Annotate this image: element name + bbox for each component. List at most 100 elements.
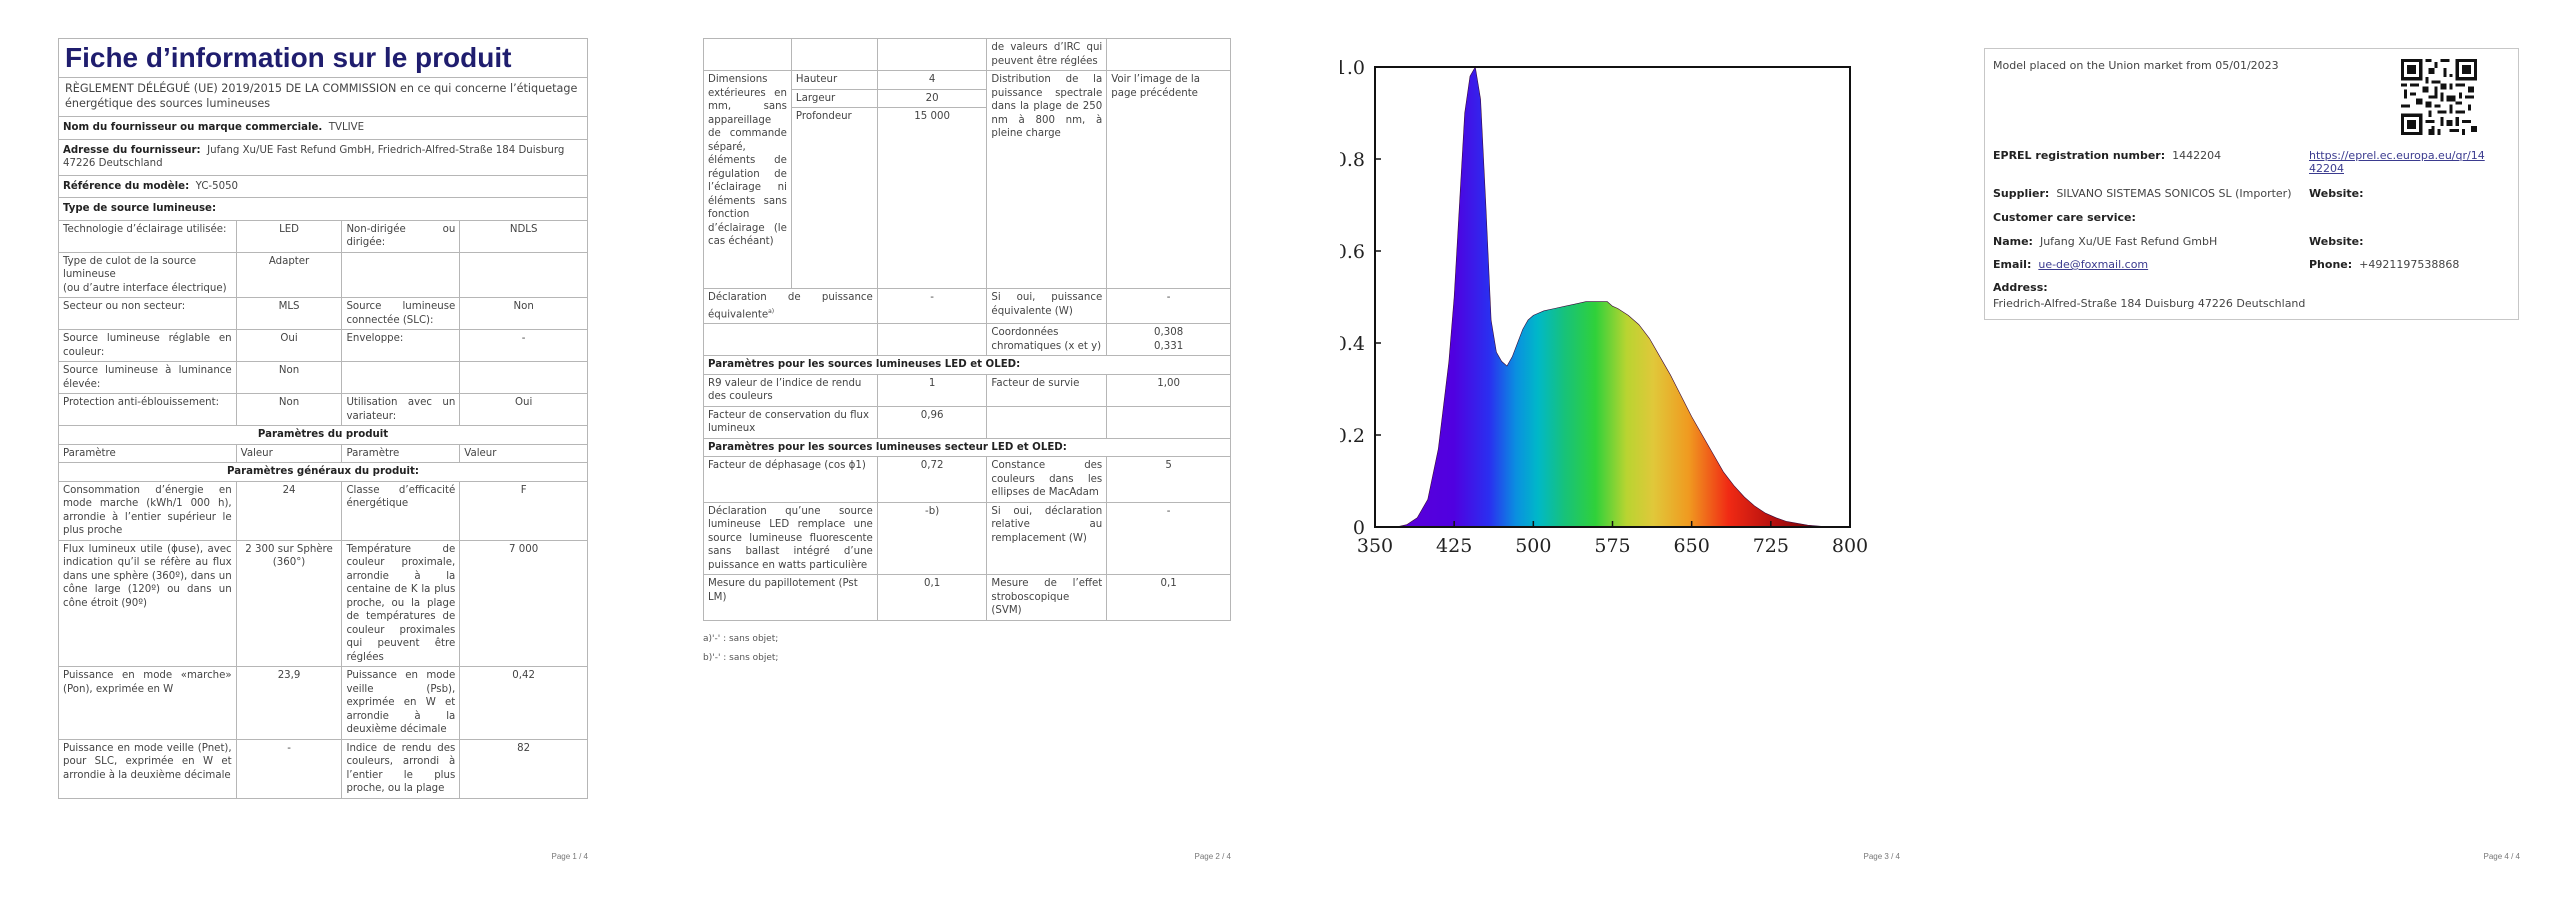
- dimmer-value: Oui: [459, 393, 588, 426]
- glare-label: Protection anti-éblouissement:: [58, 393, 237, 426]
- address-label: Address:: [1993, 281, 2048, 294]
- replace-value: -b): [876, 501, 988, 576]
- luminance-label: Source lumineuse à luminance élevée:: [58, 361, 237, 394]
- page-title: Fiche d’information sur le produit: [58, 38, 588, 78]
- market-date: Model placed on the Union market from 05…: [1993, 59, 2279, 72]
- r9-label: R9 valeur de l’indice de rendu des coule…: [703, 373, 878, 407]
- cri-cont: de valeurs d’IRC qui peuvent être réglée…: [986, 38, 1108, 71]
- colour-value: Oui: [235, 329, 343, 362]
- empty-cell: [1106, 405, 1231, 439]
- y-axis: 0 0.2 0.4 0.6 0.8 1.0: [1340, 57, 1381, 539]
- page-number: Page 1 / 4: [551, 852, 588, 861]
- x-tick-label: 800: [1832, 535, 1868, 557]
- product-info-table: Fiche d’information sur le produit RÈGLE…: [58, 38, 588, 799]
- pon-value: 23,9: [235, 666, 343, 740]
- tech-value: LED: [235, 219, 343, 253]
- page-4: Model placed on the Union market from 05…: [1984, 0, 2520, 905]
- empty-cell: [876, 38, 988, 71]
- empty-cell: [703, 38, 792, 71]
- footnote-a: a)'-' : sans objet;: [703, 634, 779, 644]
- qr-code-icon: [2401, 59, 2477, 135]
- pf-value: 0,72: [876, 456, 988, 503]
- spectrum-area: [1375, 66, 1850, 528]
- x-tick-label: 725: [1753, 535, 1789, 557]
- phone-label: Phone:: [2309, 258, 2353, 271]
- pst-label: Mesure du papillotement (Pst LM): [703, 574, 878, 621]
- supplier-value: TVLIVE: [328, 122, 365, 133]
- y-tick-label: 0.6: [1340, 241, 1365, 263]
- eprel-link-line1[interactable]: https://eprel.ec.europa.eu/qr/14: [2309, 149, 2485, 162]
- macadam-label: Constance des couleurs dans les ellipses…: [986, 456, 1108, 503]
- flux-label: Flux lumineux utile (ɸuse), avec indicat…: [58, 539, 237, 667]
- address-value: Friedrich-Alfred-Straße 184 Duisburg 472…: [1993, 297, 2306, 310]
- equiv-label-text: Déclaration de puissance équivalente: [708, 292, 873, 320]
- chroma-value: 0,308 0,331: [1106, 323, 1231, 357]
- col-value: Valeur: [235, 443, 343, 463]
- empty-cell: [1106, 38, 1231, 71]
- flux-value: 2 300 sur Sphère (360°): [235, 539, 343, 667]
- chroma-y: 0,331: [1154, 340, 1184, 352]
- pnet-label: Puissance en mode veille (Pnet), pour SL…: [58, 738, 237, 799]
- class-value: F: [459, 480, 588, 541]
- page-1: Fiche d’information sur le produit RÈGLE…: [58, 0, 588, 905]
- cap-label: Type de culot de la source lumineuse (ou …: [58, 251, 237, 298]
- supplier-value: SILVANO SISTEMAS SONICOS SL (Importer): [2056, 187, 2292, 200]
- page-number: Page 3 / 4: [1863, 852, 1900, 861]
- eprel-value: 1442204: [2172, 149, 2222, 162]
- dims-label: Dimensions extérieures en mm, sans appar…: [703, 70, 792, 289]
- maint-value: 0,96: [876, 405, 988, 439]
- pf-label: Facteur de déphasage (cos ϕ1): [703, 456, 878, 503]
- equiv-value: -: [876, 287, 988, 325]
- replace-w-label: Si oui, déclaration relative au remplace…: [986, 501, 1108, 576]
- email-row: Email: ue-de@foxmail.com: [1993, 258, 2148, 271]
- footnote-b: b)'-' : sans objet;: [703, 653, 779, 663]
- pst-value: 0,1: [876, 574, 988, 621]
- address-row: Adresse du fournisseur: Jufang Xu/UE Fas…: [58, 138, 588, 176]
- slc-value: Non: [459, 297, 588, 330]
- empty-cell: [703, 323, 878, 357]
- x-tick-label: 350: [1357, 535, 1393, 557]
- psb-label: Puissance en mode veille (Psb), exprimée…: [341, 666, 461, 740]
- spectrum-chart: 350 425 500 575 650 725 800 0 0.2 0.4 0.6 0.8 1.0: [1340, 57, 1868, 557]
- x-tick-label: 575: [1594, 535, 1630, 557]
- energy-label: Consommation d’énergie en mode marche (k…: [58, 480, 237, 541]
- model-label: Référence du modèle:: [63, 180, 190, 192]
- tech-label: Technologie d’éclairage utilisée:: [58, 219, 237, 253]
- product-info-table-2: de valeurs d’IRC qui peuvent être réglée…: [703, 38, 1231, 621]
- plot-area: 350 425 500 575 650 725 800 0 0.2 0.4 0.6 0.8 1.0: [1340, 57, 1868, 557]
- cri-label: Indice de rendu des couleurs, arrondi à …: [341, 738, 461, 799]
- glare-value: Non: [235, 393, 343, 426]
- x-tick-label: 500: [1515, 535, 1551, 557]
- spd-value: Voir l’image de la page précédente: [1106, 70, 1231, 289]
- led-heading: Paramètres pour les sources lumineuses L…: [703, 355, 1231, 375]
- x-tick-label: 425: [1436, 535, 1472, 557]
- cri-value: 82: [459, 738, 588, 799]
- r9-value: 1: [876, 373, 988, 407]
- mains-label: Secteur ou non secteur:: [58, 297, 237, 330]
- care-label: Customer care service:: [1993, 211, 2136, 224]
- page-number: Page 2 / 4: [1194, 852, 1231, 861]
- eprel-info-box: Model placed on the Union market from 05…: [1984, 48, 2519, 320]
- supplier-label: Nom du fournisseur ou marque commerciale…: [63, 122, 323, 133]
- name-row: Name: Jufang Xu/UE Fast Refund GmbH: [1993, 235, 2217, 248]
- envelope-value: -: [459, 329, 588, 362]
- page-2: de valeurs d’IRC qui peuvent être réglée…: [703, 0, 1231, 905]
- replace-label: Déclaration qu’une source lumineuse LED …: [703, 501, 878, 576]
- class-label: Classe d’efficacité énergétique: [341, 480, 461, 541]
- width-value: 20: [876, 88, 988, 108]
- eprel-link-line2[interactable]: 42204: [2309, 162, 2344, 175]
- chroma-label: Coordonnées chromatiques (x et y): [986, 323, 1108, 357]
- dimmer-label: Utilisation avec un variateur:: [341, 393, 461, 426]
- pon-label: Puissance en mode «marche» (Pon), exprim…: [58, 666, 237, 740]
- energy-value: 24: [235, 480, 343, 541]
- x-tick-label: 650: [1674, 535, 1710, 557]
- eprel-link[interactable]: https://eprel.ec.europa.eu/qr/14 42204: [2309, 149, 2485, 175]
- email-link[interactable]: ue-de@foxmail.com: [2038, 258, 2149, 271]
- macadam-value: 5: [1106, 456, 1231, 503]
- equiv-w-value: -: [1106, 287, 1231, 325]
- y-tick-label: 0.8: [1340, 149, 1365, 171]
- mains-heading: Paramètres pour les sources lumineuses s…: [703, 437, 1231, 458]
- directional-value: NDLS: [459, 219, 588, 253]
- website-label: Website:: [2309, 187, 2364, 200]
- page-3: 350 425 500 575 650 725 800 0 0.2 0.4 0.6 0.8 1.0 P…: [1340, 0, 1900, 905]
